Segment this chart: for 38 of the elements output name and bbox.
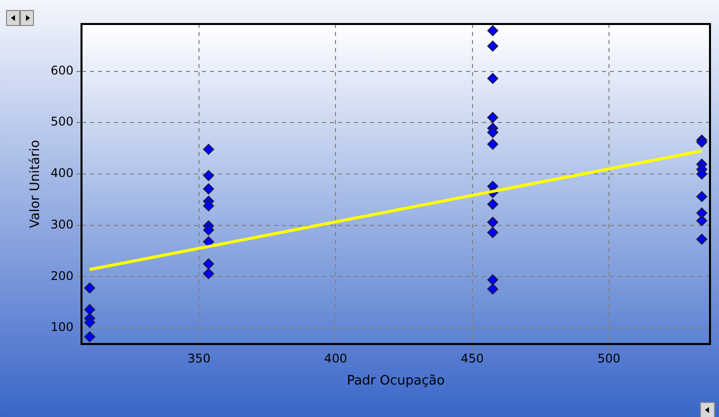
y-tick-label: 200 — [50, 268, 74, 283]
point — [203, 258, 214, 270]
point — [84, 304, 96, 316]
point — [203, 144, 214, 155]
point — [84, 282, 96, 294]
point — [203, 183, 214, 194]
x-tick-label: 450 — [460, 351, 484, 366]
point — [696, 215, 708, 226]
y-tick-label: 300 — [50, 217, 74, 232]
x-tick-label: 400 — [324, 351, 348, 366]
point — [203, 224, 214, 236]
point — [696, 234, 708, 245]
point — [203, 170, 214, 182]
point — [696, 191, 708, 202]
y-axis-title: Valor Unitário — [28, 140, 44, 228]
y-tick-label: 600 — [50, 63, 74, 78]
point — [487, 25, 498, 36]
x-tick-label: 350 — [188, 351, 210, 366]
point — [696, 168, 708, 180]
point — [84, 331, 96, 342]
point — [487, 112, 498, 123]
point — [487, 40, 498, 52]
point — [487, 227, 498, 238]
point — [487, 284, 498, 295]
point — [487, 126, 498, 138]
point — [487, 138, 498, 150]
point — [203, 200, 214, 212]
y-tick-label: 400 — [50, 166, 74, 180]
x-axis-title: Padr Ocupação — [346, 374, 445, 389]
point — [84, 316, 96, 328]
x-tick-label: 500 — [597, 351, 620, 366]
point — [487, 198, 498, 210]
point — [487, 274, 498, 286]
point — [203, 268, 214, 280]
y-tick-label: 100 — [50, 320, 74, 334]
point — [487, 216, 498, 228]
y-tick-label: 500 — [50, 114, 74, 129]
point — [487, 72, 498, 84]
